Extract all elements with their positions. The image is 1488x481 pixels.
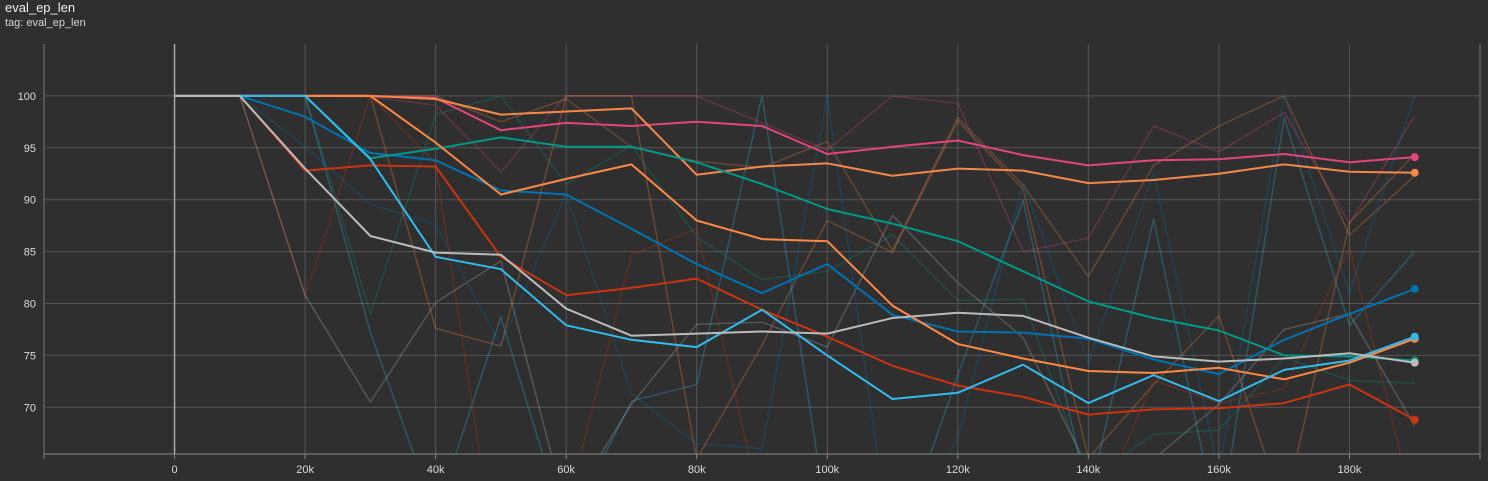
y-tick-label: 70 [24, 402, 36, 414]
y-tick-label: 80 [24, 298, 36, 310]
raw-series-line [174, 95, 1416, 253]
x-tick-label: 60k [557, 464, 575, 476]
raw-series-line [174, 95, 1415, 454]
grid-lines [44, 44, 1480, 454]
y-tick-label: 90 [24, 195, 36, 207]
x-tick-label: 180k [1338, 464, 1362, 476]
series-end-point [1410, 284, 1419, 293]
series-line [174, 94, 1415, 364]
y-tick-label: 95 [24, 143, 36, 155]
series-end-markers [1410, 153, 1419, 424]
series-end-point [1410, 168, 1419, 177]
chart-subtitle: tag: eval_ep_len [5, 17, 86, 29]
y-tick-label: 85 [24, 247, 36, 259]
axes: 70 75 80 85 90 95 100 0 20k 40k 60k 80k 100k 120k 140k… [18, 91, 1481, 476]
series-end-point [1410, 153, 1419, 162]
x-tick-label: 160k [1207, 464, 1231, 476]
raw-series-line [174, 95, 1416, 454]
x-tick-label: 120k [946, 464, 970, 476]
chart-title: eval_ep_len [5, 0, 76, 15]
raw-series-line [174, 95, 1416, 454]
raw-series-line [174, 95, 1416, 454]
series-line [174, 94, 1416, 381]
smoothed-series-layer [174, 94, 1416, 421]
series-line [174, 94, 1415, 362]
series-end-point [1410, 358, 1419, 367]
series-line [174, 94, 1416, 376]
y-tick-label: 100 [18, 91, 36, 103]
series-line [174, 94, 1415, 185]
x-tick-label: 20k [296, 464, 314, 476]
raw-series-line [174, 95, 1402, 454]
series-end-point [1410, 332, 1419, 341]
series-line [174, 94, 1416, 421]
raw-series-layer [174, 95, 1416, 454]
series-end-point [1410, 415, 1419, 424]
raw-series-line [174, 95, 1416, 278]
x-tick-label: 140k [1076, 464, 1100, 476]
x-tick-label: 100k [815, 464, 839, 476]
y-tick-label: 75 [24, 350, 36, 362]
x-tick-label: 40k [427, 464, 445, 476]
raw-series-line [174, 95, 1416, 454]
x-tick-label: 80k [688, 464, 706, 476]
x-tick-label: 0 [171, 464, 177, 476]
series-line [174, 94, 1416, 405]
